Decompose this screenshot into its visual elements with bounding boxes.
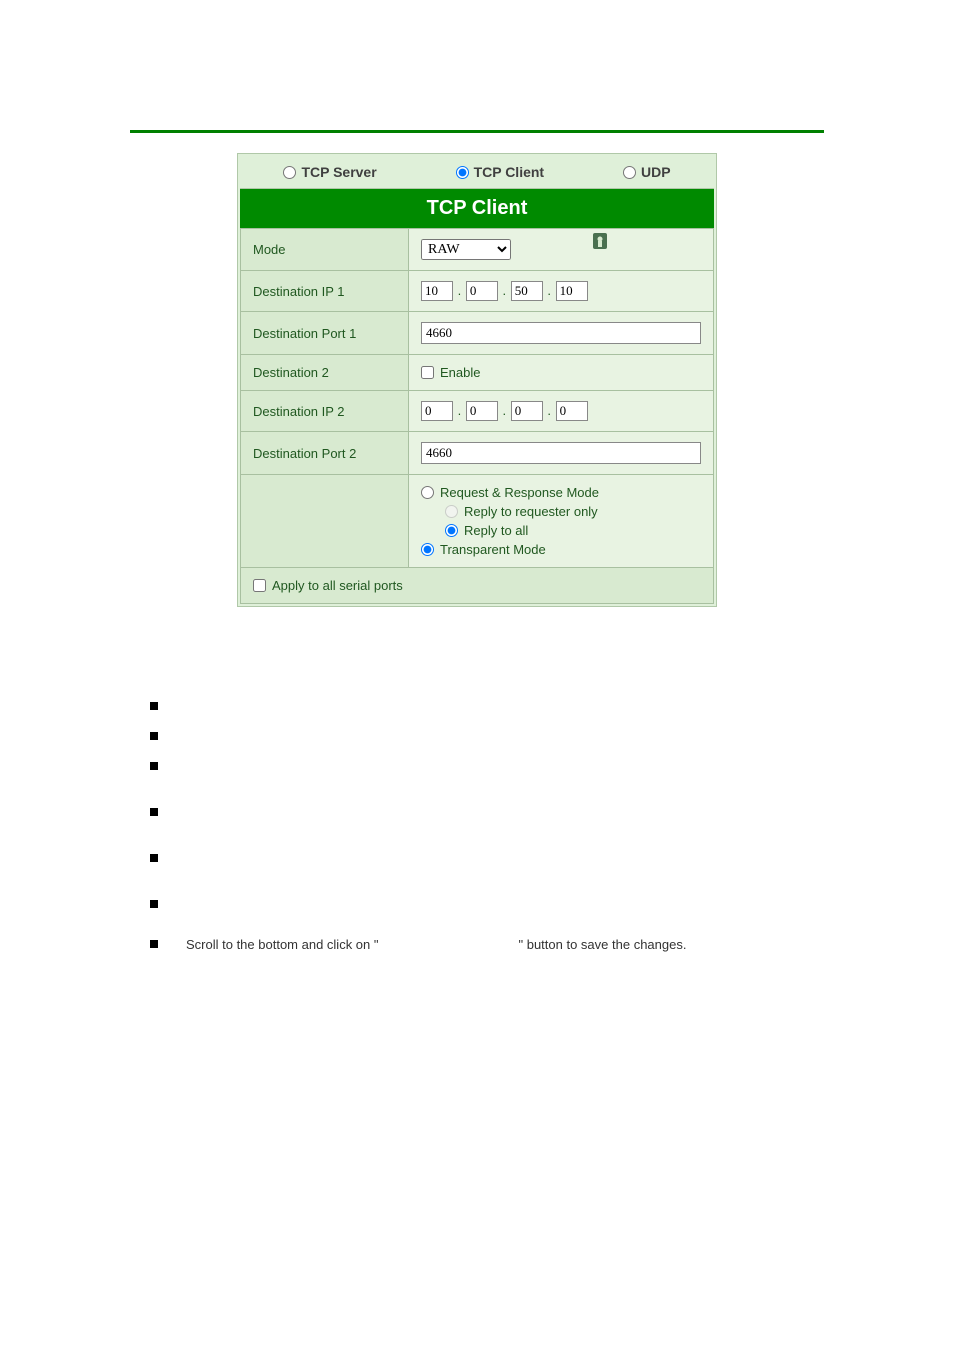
reply-all-option[interactable]: Reply to all [445,523,701,538]
udp-radio[interactable] [623,166,636,179]
dest2-label: Destination 2 [241,355,409,391]
ip-dot-icon: . [457,283,463,298]
dest2-enable-checkbox[interactable] [421,366,434,379]
transparent-label: Transparent Mode [440,542,546,557]
ip-dot-icon: . [546,403,552,418]
bullet-icon [150,702,158,710]
dest-ip1-a[interactable] [421,281,453,301]
dest-ip1-label: Destination IP 1 [241,271,409,312]
dest-ip2-row: Destination IP 2 . . . [241,391,714,432]
reply-requester-label: Reply to requester only [464,504,598,519]
request-response-label: Request & Response Mode [440,485,599,500]
tcp-server-option[interactable]: TCP Server [283,164,376,180]
bullet-icon [150,732,158,740]
mode-cell: RAW [409,229,714,271]
bullet-icon [150,808,158,816]
list-item [150,803,824,821]
tcp-server-label: TCP Server [301,164,376,180]
reply-requester-option[interactable]: Reply to requester only [445,504,701,519]
dest-ip2-c[interactable] [511,401,543,421]
reply-requester-radio[interactable] [445,505,458,518]
list-item [150,895,824,913]
list-item [150,849,824,867]
reply-all-radio[interactable] [445,524,458,537]
ip-dot-icon: . [502,283,508,298]
request-response-radio[interactable] [421,486,434,499]
dest-ip1-d[interactable] [556,281,588,301]
apply-all-checkbox[interactable] [253,579,266,592]
dest2-enable-label: Enable [440,365,480,380]
dest-port2-label: Destination Port 2 [241,432,409,475]
bullet-icon [150,940,158,948]
dest-ip1-row: Destination IP 1 . . . [241,271,714,312]
bullet-list: Scroll to the bottom and click on " " bu… [150,697,824,953]
tcp-client-label: TCP Client [474,164,545,180]
cursor-icon [591,231,611,253]
tcp-client-option[interactable]: TCP Client [456,164,545,180]
dest-ip2-d[interactable] [556,401,588,421]
list-item: Scroll to the bottom and click on " " bu… [150,935,824,953]
config-table: Mode RAW Destination IP 1 . [240,228,714,604]
dest2-row: Destination 2 Enable [241,355,714,391]
tcp-server-radio[interactable] [283,166,296,179]
request-response-option[interactable]: Request & Response Mode [421,485,701,500]
apply-all-cell: Apply to all serial ports [241,568,714,604]
dest-port1-row: Destination Port 1 [241,312,714,355]
ip-dot-icon: . [546,283,552,298]
list-item [150,727,824,745]
scroll-instruction-b: " button to save the changes. [519,937,687,952]
dest-ip1-b[interactable] [466,281,498,301]
mode-row: Mode RAW [241,229,714,271]
dest-port1-label: Destination Port 1 [241,312,409,355]
bullet-icon [150,762,158,770]
mode-label: Mode [241,229,409,271]
dest-ip1-cell: . . . [409,271,714,312]
bullet-icon [150,854,158,862]
reply-all-label: Reply to all [464,523,528,538]
dest-ip1-c[interactable] [511,281,543,301]
scroll-instruction-a: Scroll to the bottom and click on " [186,937,379,952]
response-mode-label-cell [241,475,409,568]
dest-ip2-a[interactable] [421,401,453,421]
bullet-icon [150,900,158,908]
dest-ip2-label: Destination IP 2 [241,391,409,432]
udp-label: UDP [641,164,671,180]
dest-port1-input[interactable] [421,322,701,344]
ip-dot-icon: . [457,403,463,418]
dest-port1-cell [409,312,714,355]
apply-all-label: Apply to all serial ports [272,578,403,593]
top-accent-bar [130,130,824,133]
list-item [150,757,824,775]
udp-option[interactable]: UDP [623,164,671,180]
dest-port2-cell [409,432,714,475]
tcp-client-config-panel: TCP Server TCP Client UDP TCP Client Mod… [237,153,717,607]
response-mode-cell: Request & Response Mode Reply to request… [409,475,714,568]
tcp-client-radio[interactable] [456,166,469,179]
dest-port2-row: Destination Port 2 [241,432,714,475]
link-mode-selector: TCP Server TCP Client UDP [240,156,714,189]
transparent-option[interactable]: Transparent Mode [421,542,701,557]
apply-all-row: Apply to all serial ports [241,568,714,604]
panel-title: TCP Client [240,189,714,228]
dest-ip2-b[interactable] [466,401,498,421]
mode-select[interactable]: RAW [421,239,511,260]
ip-dot-icon: . [502,403,508,418]
list-item [150,697,824,715]
dest2-cell: Enable [409,355,714,391]
dest-port2-input[interactable] [421,442,701,464]
dest-ip2-cell: . . . [409,391,714,432]
transparent-radio[interactable] [421,543,434,556]
response-mode-row: Request & Response Mode Reply to request… [241,475,714,568]
